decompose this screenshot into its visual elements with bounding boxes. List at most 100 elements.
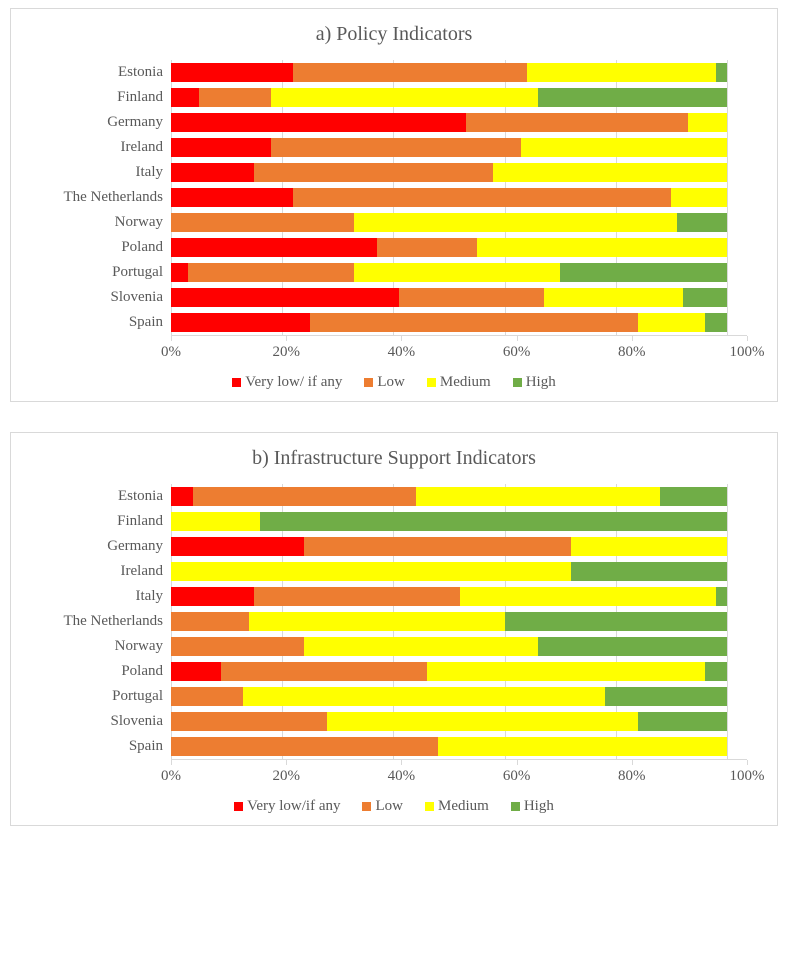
x-label: 100% [730,768,765,785]
bar-segment-high [716,587,727,606]
bar-row [171,110,727,135]
bar-segment-medium [671,188,727,207]
legend-item: Medium [427,374,491,391]
stacked-bar [171,687,727,706]
y-label: Poland [21,659,171,684]
bar-segment-medium [249,612,505,631]
gridline [727,484,728,759]
bar-segment-low [193,487,415,506]
stacked-bar [171,213,727,232]
bars-and-axis-wrap: 0%20%40%60%80%100% [171,484,747,788]
bar-segment-very-low [171,662,221,681]
tick [171,336,172,341]
bar-segment-medium [544,288,683,307]
bar-segment-low [293,63,527,82]
x-label: 40% [388,344,416,361]
legend-label: Low [375,798,403,815]
bar-row [171,509,727,534]
bar-row [171,235,727,260]
bar-segment-medium [527,63,716,82]
legend-swatch [427,378,436,387]
x-label: 20% [272,768,300,785]
bar-row [171,684,727,709]
bar-segment-low [171,712,327,731]
y-axis-spacer [21,759,171,787]
plot-area [171,484,727,759]
bar-row [171,135,727,160]
bar-row [171,634,727,659]
y-label: Estonia [21,484,171,509]
bar-segment-low [254,163,493,182]
y-label: Slovenia [21,285,171,310]
x-axis: 0%20%40%60%80%100% [171,759,747,788]
x-label: 60% [503,344,531,361]
stacked-bar [171,712,727,731]
bar-segment-low [171,637,304,656]
stacked-bar [171,163,727,182]
bar-row [171,310,727,335]
bar-segment-very-low [171,313,310,332]
bar-segment-medium [571,537,727,556]
bar-row [171,85,727,110]
bar-segment-low [171,213,354,232]
chart-panel-0: a) Policy IndicatorsEstoniaFinlandGerman… [10,8,778,402]
bar-segment-medium [638,313,705,332]
bar-segment-low [254,587,460,606]
bar-segment-medium [416,487,661,506]
x-label: 20% [272,344,300,361]
bar-segment-high [716,63,727,82]
bar-segment-very-low [171,163,254,182]
y-label: Slovenia [21,709,171,734]
bar-segment-very-low [171,63,293,82]
tick [286,760,287,765]
bar-segment-very-low [171,537,304,556]
stacked-bar [171,562,727,581]
bar-row [171,185,727,210]
bar-segment-medium [688,113,727,132]
bar-segment-medium [327,712,638,731]
legend-item: Low [362,798,403,815]
bar-row [171,285,727,310]
legend-label: Medium [438,798,489,815]
y-label: Spain [21,310,171,335]
legend-swatch [511,802,520,811]
bar-segment-high [260,512,727,531]
stacked-bar [171,263,727,282]
stacked-bar [171,487,727,506]
bar-segment-medium [243,687,604,706]
bar-row [171,734,727,759]
bar-segment-medium [427,662,705,681]
stacked-bar [171,537,727,556]
left-column: EstoniaFinlandGermanyIrelandItalyThe Net… [21,60,171,364]
bar-segment-low [466,113,688,132]
x-label: 60% [503,768,531,785]
bar-segment-low [171,612,249,631]
tick [171,760,172,765]
bar-segment-very-low [171,88,199,107]
bar-row [171,659,727,684]
stacked-bar [171,188,727,207]
tick [401,760,402,765]
bar-segment-medium [493,163,727,182]
y-label: Portugal [21,260,171,285]
bars-and-axis-wrap: 0%20%40%60%80%100% [171,60,747,364]
y-axis-labels: EstoniaFinlandGermanyIrelandItalyThe Net… [21,60,171,335]
bar-segment-very-low [171,487,193,506]
bar-segment-low [310,313,638,332]
legend-label: High [526,374,556,391]
stacked-bar [171,238,727,257]
bar-row [171,60,727,85]
bar-row [171,709,727,734]
y-label: Ireland [21,135,171,160]
tick [747,760,748,765]
stacked-bar [171,737,727,756]
x-label: 0% [161,768,181,785]
chart-title: b) Infrastructure Support Indicators [21,439,767,484]
legend-item: Low [364,374,405,391]
y-label: The Netherlands [21,609,171,634]
bar-segment-high [538,88,727,107]
bar-segment-high [705,662,727,681]
stacked-bar [171,512,727,531]
bar-segment-high [538,637,727,656]
bar-segment-low [271,138,521,157]
